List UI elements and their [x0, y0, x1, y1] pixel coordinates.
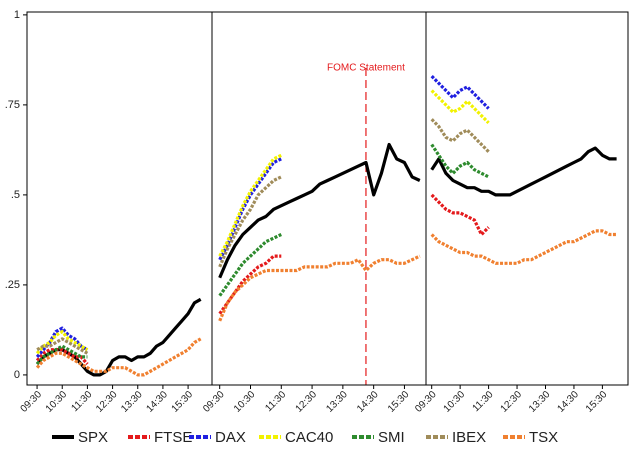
x-tick-label: 09:30: [413, 389, 439, 415]
x-tick-label: 12:30: [499, 389, 525, 415]
legend-label: DAX: [215, 429, 246, 446]
legend-label: CAC40: [285, 429, 333, 446]
plot-frame: [26, 11, 629, 386]
x-tick-label: 13:30: [119, 389, 145, 415]
series-line: [430, 146, 617, 197]
series-line: [35, 326, 89, 358]
x-tick-label: 09:30: [19, 389, 45, 415]
series-line: [35, 337, 202, 377]
x-tick-label: 10:30: [232, 389, 258, 415]
x-tick-label: 12:30: [94, 389, 120, 415]
series-line: [35, 344, 88, 366]
series-line: [218, 153, 282, 257]
series-line: [430, 193, 490, 237]
x-tick-label: 10:30: [442, 389, 468, 415]
y-tick-label: .5: [11, 189, 20, 201]
series-line: [430, 118, 490, 153]
legend-label: SMI: [378, 429, 405, 446]
series-line: [218, 142, 421, 279]
legend-label: SPX: [78, 429, 108, 446]
series-line: [218, 254, 282, 315]
x-tick-label: 14:30: [355, 389, 381, 415]
x-tick-label: 14:30: [144, 389, 170, 415]
x-tick-label: 15:30: [386, 389, 412, 415]
series-line: [35, 348, 89, 366]
x-tick-label: 10:30: [44, 389, 70, 415]
x-tick-label: 09:30: [201, 389, 227, 415]
series-line: [218, 175, 282, 268]
series-line: [36, 337, 89, 355]
x-tick-label: 15:30: [170, 389, 196, 415]
x-tick-label: 12:30: [294, 389, 320, 415]
x-tick-label: 13:30: [527, 389, 553, 415]
series-line: [430, 74, 490, 110]
x-tick-label: 14:30: [555, 389, 581, 415]
y-tick-label: .75: [5, 99, 20, 111]
series-line: [430, 143, 490, 179]
x-tick-label: 11:30: [263, 389, 288, 414]
x-tick-label: 15:30: [584, 389, 610, 415]
series-line: [430, 229, 617, 265]
legend-label: IBEX: [452, 429, 486, 446]
x-tick-label: 11:30: [471, 389, 496, 414]
series-line: [218, 254, 421, 322]
annotation: FOMC Statement: [327, 63, 405, 74]
series-line: [430, 89, 490, 125]
legend-label: FTSE: [154, 429, 192, 446]
y-tick-label: 0: [14, 369, 20, 381]
x-tick-label: 11:30: [69, 389, 94, 414]
series-line: [218, 233, 282, 297]
x-tick-label: 13:30: [324, 389, 350, 415]
y-tick-label: .25: [5, 279, 20, 291]
series-line: [35, 297, 202, 377]
y-tick-label: 1: [14, 9, 20, 21]
legend-label: TSX: [529, 429, 558, 446]
